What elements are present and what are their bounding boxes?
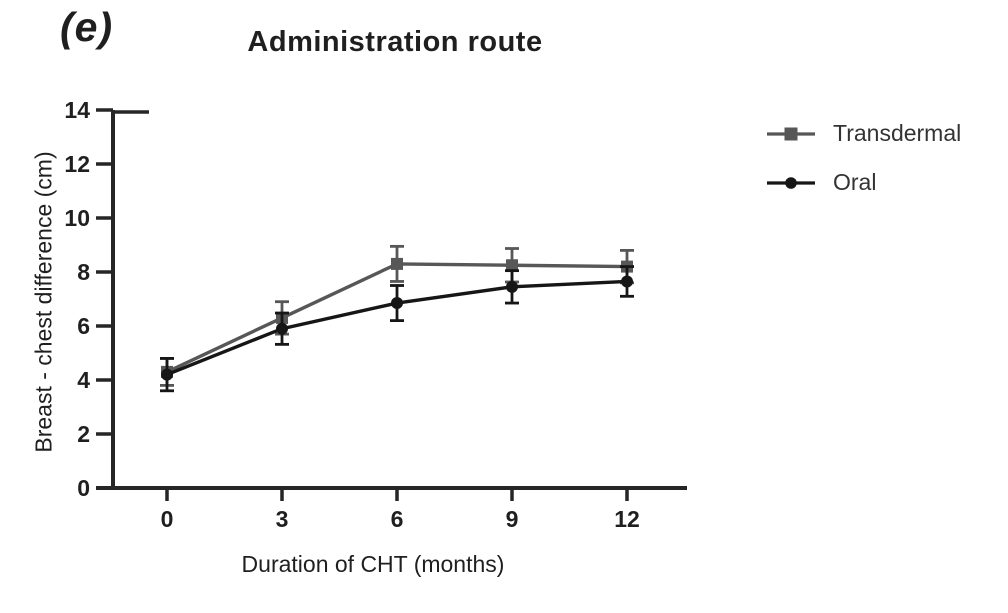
x-tick-label-0: 0 xyxy=(161,506,174,532)
marker-circle-oral xyxy=(276,322,288,335)
x-tick-label-9: 9 xyxy=(506,506,519,532)
y-tick-label-14: 14 xyxy=(64,97,90,123)
x-tick-label-6: 6 xyxy=(391,506,404,532)
y-tick-label-0: 0 xyxy=(77,475,90,501)
legend-label-transdermal: Transdermal xyxy=(833,120,962,146)
legend-label-oral: Oral xyxy=(833,169,877,195)
marker-square-transdermal xyxy=(391,257,403,270)
chart-title: Administration route xyxy=(247,26,543,58)
x-axis-title: Duration of CHT (months) xyxy=(241,551,505,577)
y-tick-label-8: 8 xyxy=(77,259,90,285)
marker-circle-oral xyxy=(506,280,518,293)
y-tick-label-6: 6 xyxy=(77,313,90,339)
y-tick-label-10: 10 xyxy=(64,205,90,231)
marker-circle-oral xyxy=(161,368,173,381)
marker-circle-oral xyxy=(621,275,633,288)
x-tick-label-3: 3 xyxy=(276,506,289,532)
panel-label: (e) xyxy=(60,4,114,50)
x-tick-label-12: 12 xyxy=(614,506,640,532)
marker-square-transdermal xyxy=(506,259,518,272)
y-tick-label-12: 12 xyxy=(64,151,90,177)
chart-legend: Transdermal Oral xyxy=(766,120,961,196)
y-tick-label-4: 4 xyxy=(77,367,90,393)
legend-square-marker-icon xyxy=(767,127,815,140)
marker-circle-oral xyxy=(391,297,403,310)
legend-circle-marker-icon xyxy=(767,176,815,189)
y-tick-label-2: 2 xyxy=(77,421,90,447)
legend-item-transdermal: Transdermal xyxy=(766,120,961,147)
legend-item-oral: Oral xyxy=(766,169,961,196)
